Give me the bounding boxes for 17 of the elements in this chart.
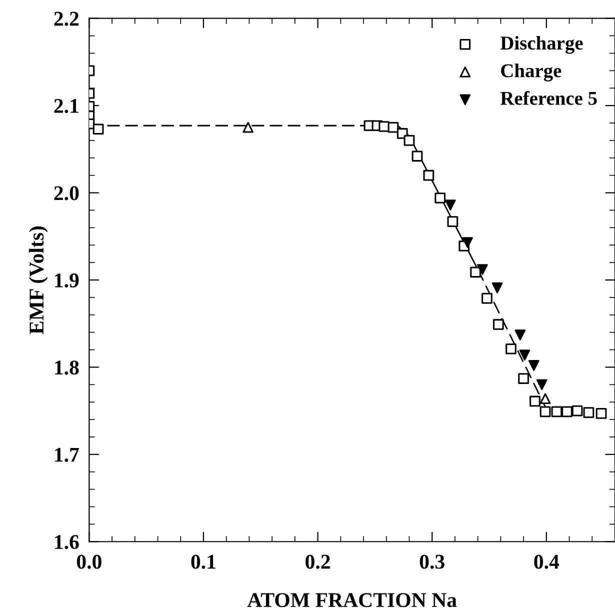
y-tick-label: 2.2 xyxy=(54,12,79,26)
x-tick-label: 0.3 xyxy=(420,554,444,569)
y-tick-label: 1.7 xyxy=(55,448,79,462)
legend-label: Reference 5 xyxy=(500,91,597,105)
y-tick-label: 1.9 xyxy=(55,273,79,288)
y-tick-label: 1.8 xyxy=(55,360,79,375)
y-tick-label: 2.0 xyxy=(54,186,79,200)
legend-label: Charge xyxy=(501,64,562,82)
x-tick-label: 0.1 xyxy=(191,554,216,569)
x-tick-label: 0.0 xyxy=(76,554,102,569)
y-tick-label: 1.6 xyxy=(55,535,79,550)
legend-label: Discharge xyxy=(500,36,583,54)
x-tick-label: 0.4 xyxy=(534,554,560,569)
x-axis-title: ATOM FRACTION Na xyxy=(247,593,457,608)
x-tick-label: 0.2 xyxy=(306,554,330,569)
y-tick-label: 2.1 xyxy=(54,99,78,114)
y-axis-title: EMF (Volts) xyxy=(28,226,48,334)
